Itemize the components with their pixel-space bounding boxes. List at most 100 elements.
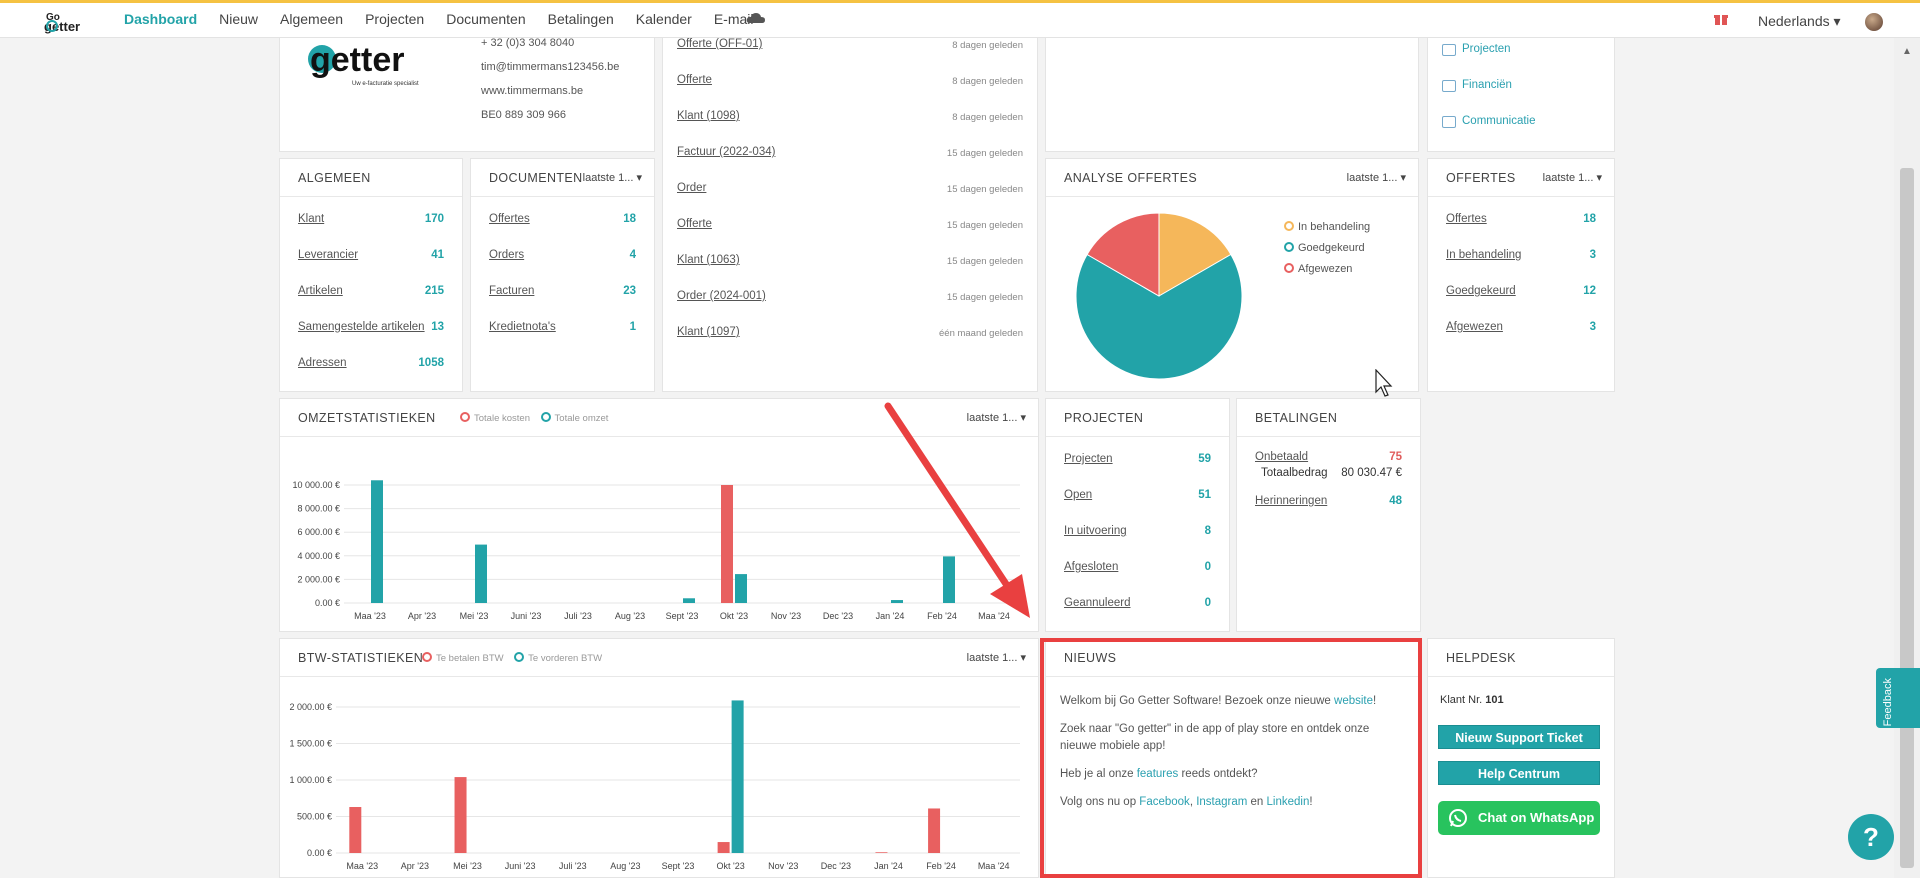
row-label[interactable]: Artikelen bbox=[298, 285, 343, 297]
period-dropdown[interactable]: laatste 1... ▾ bbox=[1542, 172, 1602, 184]
news-text: ! bbox=[1309, 796, 1313, 808]
activity-item[interactable]: Offerte 15 dagen geleden bbox=[677, 218, 1023, 234]
list-item[interactable]: Onbetaald 75 bbox=[1255, 451, 1402, 467]
new-support-ticket-button[interactable]: Nieuw Support Ticket bbox=[1438, 725, 1600, 749]
activity-label[interactable]: Offerte (OFF-01) bbox=[677, 38, 763, 50]
scrollbar-thumb[interactable] bbox=[1900, 168, 1914, 868]
row-label[interactable]: In behandeling bbox=[1446, 249, 1522, 261]
activity-label[interactable]: Order (2024-001) bbox=[677, 290, 766, 302]
row-label[interactable]: In uitvoering bbox=[1064, 525, 1127, 537]
list-item[interactable]: In behandeling 3 bbox=[1446, 249, 1596, 265]
row-label[interactable]: Goedgekeurd bbox=[1446, 285, 1516, 297]
nav-nieuw[interactable]: Nieuw bbox=[219, 11, 259, 27]
list-item[interactable]: Adressen 1058 bbox=[298, 357, 444, 373]
list-item[interactable]: Leverancier 41 bbox=[298, 249, 444, 265]
features-link[interactable]: features bbox=[1136, 768, 1179, 780]
activity-item[interactable]: Klant (1097) één maand geleden bbox=[677, 326, 1023, 342]
list-item[interactable]: Offertes 18 bbox=[489, 213, 636, 229]
quicklink-financien[interactable]: Financiën bbox=[1462, 79, 1512, 91]
row-label[interactable]: Facturen bbox=[489, 285, 535, 297]
activity-item[interactable]: Klant (1063) 15 dagen geleden bbox=[677, 254, 1023, 270]
activity-label[interactable]: Klant (1098) bbox=[677, 110, 740, 122]
row-label[interactable]: Geannuleerd bbox=[1064, 597, 1131, 609]
company-website[interactable]: www.timmermans.be bbox=[481, 85, 584, 97]
period-dropdown[interactable]: laatste 1... ▾ bbox=[966, 652, 1026, 664]
company-email[interactable]: tim@timmermans123456.be bbox=[481, 61, 620, 73]
legend-item[interactable]: Totale kosten bbox=[460, 412, 530, 424]
row-label[interactable]: Klant bbox=[298, 213, 325, 225]
activity-label[interactable]: Offerte bbox=[677, 74, 712, 86]
list-item[interactable]: Artikelen 215 bbox=[298, 285, 444, 301]
activity-label[interactable]: Offerte bbox=[677, 218, 712, 230]
list-item[interactable]: Orders 4 bbox=[489, 249, 636, 265]
period-dropdown[interactable]: laatste 1... ▾ bbox=[966, 412, 1026, 424]
activity-label[interactable]: Order bbox=[677, 182, 707, 194]
row-label[interactable]: Projecten bbox=[1064, 453, 1113, 465]
row-label[interactable]: Open bbox=[1064, 489, 1093, 501]
nav-betalingen[interactable]: Betalingen bbox=[547, 11, 614, 27]
avatar[interactable] bbox=[1865, 13, 1883, 31]
activity-item[interactable]: Order 15 dagen geleden bbox=[677, 182, 1023, 198]
legend-item[interactable]: Totale omzet bbox=[540, 412, 608, 424]
legend-item[interactable]: Te vorderen BTW bbox=[514, 652, 602, 664]
website-link[interactable]: website bbox=[1334, 695, 1374, 707]
row-label[interactable]: Orders bbox=[489, 249, 525, 261]
row-label[interactable]: Afgewezen bbox=[1446, 321, 1503, 333]
activity-item[interactable]: Klant (1098) 8 dagen geleden bbox=[677, 110, 1023, 126]
row-label[interactable]: Herinneringen bbox=[1255, 495, 1328, 507]
linkedin-link[interactable]: Linkedin bbox=[1266, 796, 1310, 808]
list-item[interactable]: Afgewezen 3 bbox=[1446, 321, 1596, 337]
list-item[interactable]: Kredietnota's 1 bbox=[489, 321, 636, 337]
legend-item[interactable]: Te betalen BTW bbox=[422, 652, 504, 664]
panel-header: NIEUWS bbox=[1046, 639, 1418, 677]
activity-label[interactable]: Klant (1063) bbox=[677, 254, 740, 266]
nav-projecten[interactable]: Projecten bbox=[365, 11, 425, 27]
list-item[interactable]: Geannuleerd 0 bbox=[1064, 597, 1211, 613]
nav-documenten[interactable]: Documenten bbox=[446, 11, 526, 27]
help-center-button[interactable]: Help Centrum bbox=[1438, 761, 1600, 785]
nav-algemeen[interactable]: Algemeen bbox=[280, 11, 344, 27]
row-label[interactable]: Afgesloten bbox=[1064, 561, 1119, 573]
row-label[interactable]: Adressen bbox=[298, 357, 347, 369]
list-item[interactable]: Klant 170 bbox=[298, 213, 444, 229]
nav-dashboard[interactable]: Dashboard bbox=[124, 11, 198, 27]
whatsapp-button[interactable]: Chat on WhatsApp bbox=[1438, 801, 1600, 835]
activity-item[interactable]: Offerte 8 dagen geleden bbox=[677, 74, 1023, 90]
language-selector[interactable]: Nederlands ▾ bbox=[1758, 13, 1841, 30]
activity-item[interactable]: Order (2024-001) 15 dagen geleden bbox=[677, 290, 1023, 306]
cloud-icon[interactable] bbox=[746, 12, 766, 24]
row-label[interactable]: Kredietnota's bbox=[489, 321, 556, 333]
scrollbar[interactable]: ▲ bbox=[1894, 38, 1920, 878]
nav-email[interactable]: E-mail bbox=[713, 11, 754, 27]
list-item[interactable]: Facturen 23 bbox=[489, 285, 636, 301]
list-item[interactable]: In uitvoering 8 bbox=[1064, 525, 1211, 541]
list-item[interactable]: Goedgekeurd 12 bbox=[1446, 285, 1596, 301]
period-dropdown[interactable]: laatste 1... ▾ bbox=[1346, 172, 1406, 184]
nav-kalender[interactable]: Kalender bbox=[635, 11, 692, 27]
list-item[interactable]: Samengestelde artikelen 13 bbox=[298, 321, 444, 337]
row-label[interactable]: Leverancier bbox=[298, 249, 359, 261]
activity-item[interactable]: Offerte (OFF-01) 8 dagen geleden bbox=[677, 38, 1023, 54]
list-item[interactable]: Projecten 59 bbox=[1064, 453, 1211, 469]
row-label[interactable]: Onbetaald bbox=[1255, 451, 1309, 463]
row-label[interactable]: Samengestelde artikelen bbox=[298, 321, 425, 333]
feedback-tab[interactable]: Feedback bbox=[1876, 668, 1920, 728]
quicklink-projecten[interactable]: Projecten bbox=[1462, 43, 1511, 55]
activity-label[interactable]: Factuur (2022-034) bbox=[677, 146, 776, 158]
activity-label[interactable]: Klant (1097) bbox=[677, 326, 740, 338]
row-label[interactable]: Offertes bbox=[1446, 213, 1487, 225]
facebook-link[interactable]: Facebook bbox=[1139, 796, 1190, 808]
gift-icon[interactable] bbox=[1714, 12, 1728, 26]
gogetter-logo[interactable]: Go getter bbox=[44, 9, 100, 35]
list-item[interactable]: Offertes 18 bbox=[1446, 213, 1596, 229]
quicklink-communicatie[interactable]: Communicatie bbox=[1462, 115, 1536, 127]
list-item[interactable]: Afgesloten 0 bbox=[1064, 561, 1211, 577]
row-label[interactable]: Offertes bbox=[489, 213, 530, 225]
list-item[interactable]: Open 51 bbox=[1064, 489, 1211, 505]
scroll-up-icon[interactable]: ▲ bbox=[1902, 46, 1912, 57]
activity-item[interactable]: Factuur (2022-034) 15 dagen geleden bbox=[677, 146, 1023, 162]
instagram-link[interactable]: Instagram bbox=[1196, 796, 1248, 808]
period-dropdown[interactable]: laatste 1... ▾ bbox=[582, 172, 642, 184]
help-bubble-button[interactable]: ? bbox=[1848, 814, 1894, 860]
list-item[interactable]: Herinneringen 48 bbox=[1255, 495, 1402, 511]
